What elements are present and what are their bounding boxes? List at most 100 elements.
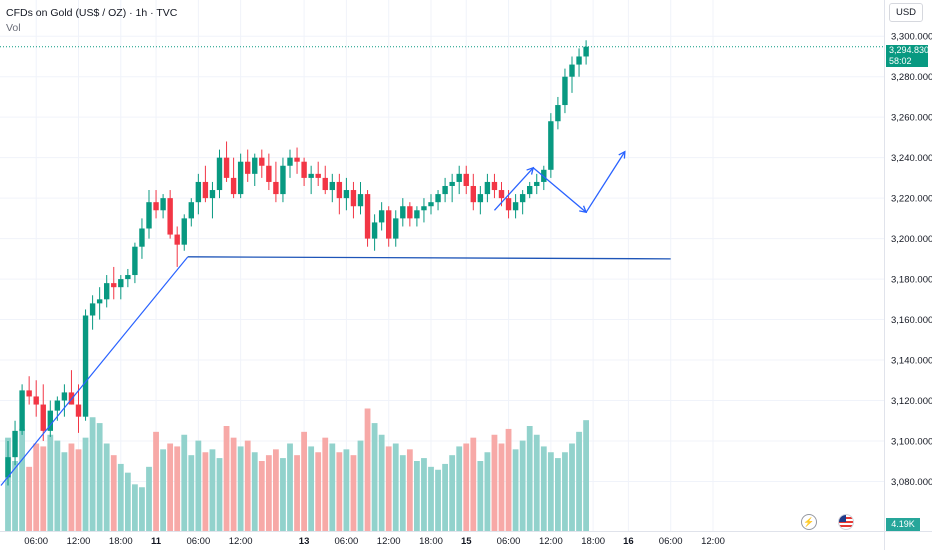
volume-bar <box>244 440 251 531</box>
volume-bar <box>265 455 272 531</box>
x-tick-label: 06:00 <box>497 536 521 547</box>
x-tick-label: 12:00 <box>67 536 91 547</box>
last-price-value: 3,294.830 <box>889 45 930 55</box>
candle-body <box>435 194 441 203</box>
x-tick-label: 06:00 <box>659 536 683 547</box>
candle-body <box>527 185 533 195</box>
volume-bar <box>442 463 448 531</box>
candle-body <box>491 181 498 191</box>
candle-body <box>308 173 314 178</box>
candle-body <box>350 190 357 207</box>
volume-bar <box>280 458 286 531</box>
volume-bar <box>47 434 54 531</box>
volume-bar <box>294 455 300 531</box>
candle-body <box>378 210 385 223</box>
x-tick-label: 18:00 <box>419 536 443 547</box>
candle-body <box>252 157 258 174</box>
volume-bar <box>110 455 117 531</box>
projection-arrow-up-2-head <box>618 150 626 159</box>
candle-body <box>280 165 286 195</box>
candle-body <box>153 202 159 211</box>
volume-bar <box>103 443 110 531</box>
candle-body <box>534 181 540 186</box>
candle-body <box>47 410 53 431</box>
volume-bar <box>202 452 209 531</box>
volume-bar <box>153 431 159 531</box>
volume-bar <box>512 449 519 531</box>
volume-bar <box>117 463 124 531</box>
candle-body <box>266 165 272 182</box>
volume-bar <box>308 446 315 531</box>
candle-body <box>89 303 96 316</box>
projection-arrow-up-1 <box>493 167 534 211</box>
volume-bar <box>26 466 33 531</box>
candle-body <box>294 157 300 162</box>
candle-body <box>111 283 117 288</box>
x-tick-label: 12:00 <box>229 536 253 547</box>
candle-body <box>118 279 124 288</box>
volume-bar <box>251 452 258 531</box>
candle-body <box>576 56 582 65</box>
candle-body <box>40 404 46 431</box>
currency-button[interactable]: USD <box>889 3 923 22</box>
volume-bar <box>364 408 371 531</box>
volume-value-tag: 4.19K <box>886 518 920 531</box>
candle-body <box>336 181 343 199</box>
volume-bar <box>456 446 463 531</box>
y-tick-label: 3,240.000 <box>891 153 932 164</box>
candle-body <box>322 177 328 191</box>
volume-bar <box>392 443 399 531</box>
y-tick-label: 3,280.000 <box>891 72 932 83</box>
candle-body <box>583 46 589 57</box>
candle-body <box>167 198 173 235</box>
volume-bar <box>82 437 89 531</box>
volume-bar <box>216 458 223 531</box>
volume-bar <box>174 446 181 531</box>
y-tick-label: 3,160.000 <box>891 315 932 326</box>
x-tick-label: 13 <box>299 536 310 547</box>
candle-body <box>209 190 216 199</box>
candle-body <box>407 206 413 219</box>
volume-bar <box>435 469 441 531</box>
volume-bar <box>569 443 575 531</box>
volume-bar <box>357 440 364 531</box>
candle-body <box>195 181 202 203</box>
volume-bar <box>477 461 484 531</box>
candle-body <box>96 299 103 304</box>
candle-body <box>421 206 427 211</box>
volume-bar <box>181 434 188 531</box>
volume-bar <box>336 452 343 531</box>
x-tick-label: 06:00 <box>335 536 359 547</box>
symbol-title[interactable]: CFDs on Gold (US$ / OZ) · 1h · TVC <box>6 7 178 19</box>
y-tick-label: 3,120.000 <box>891 396 932 407</box>
y-tick-label: 3,080.000 <box>891 477 932 488</box>
us-flag-icon[interactable] <box>838 514 854 530</box>
candle-body <box>174 234 180 245</box>
volume-bar <box>449 455 456 531</box>
candle-body <box>54 400 61 411</box>
candle-body <box>400 206 406 219</box>
candle-body <box>132 246 138 276</box>
volume-bar <box>230 437 237 531</box>
volume-bar <box>343 449 350 531</box>
volume-legend-label[interactable]: Vol <box>6 22 21 34</box>
candle-body <box>442 185 448 195</box>
price-scale-divider <box>884 0 885 550</box>
last-price-tag: 3,294.830 58:02 <box>886 45 930 67</box>
candle-body <box>245 161 251 174</box>
volume-bar <box>33 443 40 531</box>
volume-bar <box>519 440 526 531</box>
y-tick-label: 3,100.000 <box>891 436 932 447</box>
lightning-icon[interactable]: ⚡ <box>801 514 817 530</box>
candle-body <box>414 210 420 219</box>
candle-body <box>273 181 279 195</box>
volume-bar <box>533 434 540 531</box>
candle-body <box>301 161 307 178</box>
y-tick-label: 3,260.000 <box>891 113 932 124</box>
volume-bar <box>315 452 322 531</box>
candle-body <box>315 173 321 178</box>
y-tick-label: 3,300.000 <box>891 32 932 43</box>
candle-body <box>463 173 469 186</box>
